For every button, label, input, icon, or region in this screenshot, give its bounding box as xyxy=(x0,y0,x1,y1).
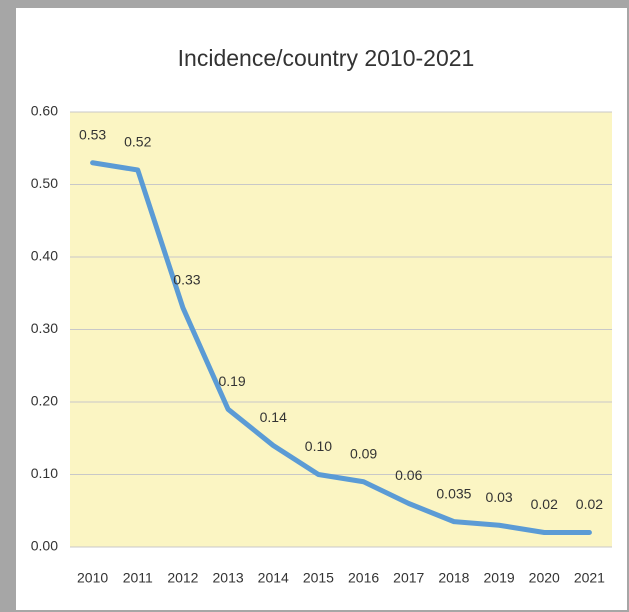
x-tick-label: 2015 xyxy=(303,570,334,586)
data-label: 0.19 xyxy=(218,373,245,389)
x-tick-label: 2011 xyxy=(123,570,153,586)
y-tick-label: 0.40 xyxy=(31,248,58,264)
x-tick-label: 2013 xyxy=(213,570,244,586)
x-tick-label: 2017 xyxy=(393,570,424,586)
y-tick-label: 0.00 xyxy=(31,538,58,554)
data-label: 0.53 xyxy=(79,126,106,142)
x-tick-label: 2020 xyxy=(529,570,560,586)
y-tick-label: 0.50 xyxy=(31,175,58,191)
data-label: 0.035 xyxy=(436,485,471,501)
x-tick-label: 2018 xyxy=(438,570,469,586)
data-label: 0.14 xyxy=(260,409,287,425)
data-label: 0.10 xyxy=(305,438,332,454)
data-label: 0.09 xyxy=(350,445,377,461)
data-label: 0.33 xyxy=(173,271,200,287)
x-tick-label: 2021 xyxy=(574,570,605,586)
y-tick-label: 0.60 xyxy=(31,103,58,119)
chart-title: Incidence/country 2010-2021 xyxy=(178,45,475,71)
y-tick-label: 0.10 xyxy=(31,465,58,481)
x-tick-label: 2010 xyxy=(77,570,108,586)
data-line xyxy=(90,160,592,535)
x-tick-label: 2019 xyxy=(484,570,515,586)
x-tick-label: 2012 xyxy=(167,570,198,586)
x-tick-label: 2016 xyxy=(348,570,379,586)
data-label: 0.03 xyxy=(485,489,512,505)
data-label: 0.06 xyxy=(395,467,422,483)
data-label: 0.52 xyxy=(124,134,151,150)
x-tick-label: 2014 xyxy=(258,570,289,586)
y-tick-label: 0.30 xyxy=(31,320,58,336)
data-label: 0.02 xyxy=(576,496,603,512)
data-label: 0.02 xyxy=(531,496,558,512)
y-tick-label: 0.20 xyxy=(31,393,58,409)
